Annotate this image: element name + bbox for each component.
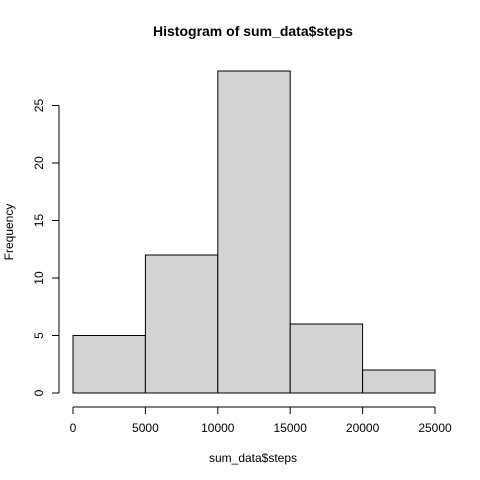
y-tick-label-0: 0: [32, 389, 46, 396]
y-tick-label-1: 5: [32, 332, 46, 339]
x-axis-label: sum_data$steps: [209, 451, 297, 465]
y-tick-label-2: 10: [32, 271, 46, 285]
histogram-bar-4: [362, 369, 436, 394]
histogram-bar-1: [144, 254, 219, 394]
histogram-bar-0: [72, 335, 146, 394]
y-tick-label-3: 15: [32, 214, 46, 228]
x-tick-label-3: 15000: [274, 421, 308, 435]
histogram-bar-3: [289, 323, 364, 394]
histogram-bar-2: [217, 70, 291, 394]
x-axis: 0 5000 10000 15000 20000 25000: [70, 406, 452, 435]
x-tick-label-2: 10000: [201, 421, 235, 435]
y-axis: 0 5 10 15 20 25: [32, 99, 60, 396]
chart-title: Histogram of sum_data$steps: [153, 23, 353, 39]
x-tick-label-1: 5000: [132, 421, 159, 435]
x-tick-label-0: 0: [70, 421, 77, 435]
x-tick-label-5: 25000: [418, 421, 452, 435]
y-axis-label: Frequency: [2, 204, 16, 261]
x-tick-label-4: 20000: [346, 421, 380, 435]
y-tick-label-4: 20: [32, 156, 46, 170]
histogram-bars: [72, 70, 436, 394]
y-tick-label-5: 25: [32, 99, 46, 113]
